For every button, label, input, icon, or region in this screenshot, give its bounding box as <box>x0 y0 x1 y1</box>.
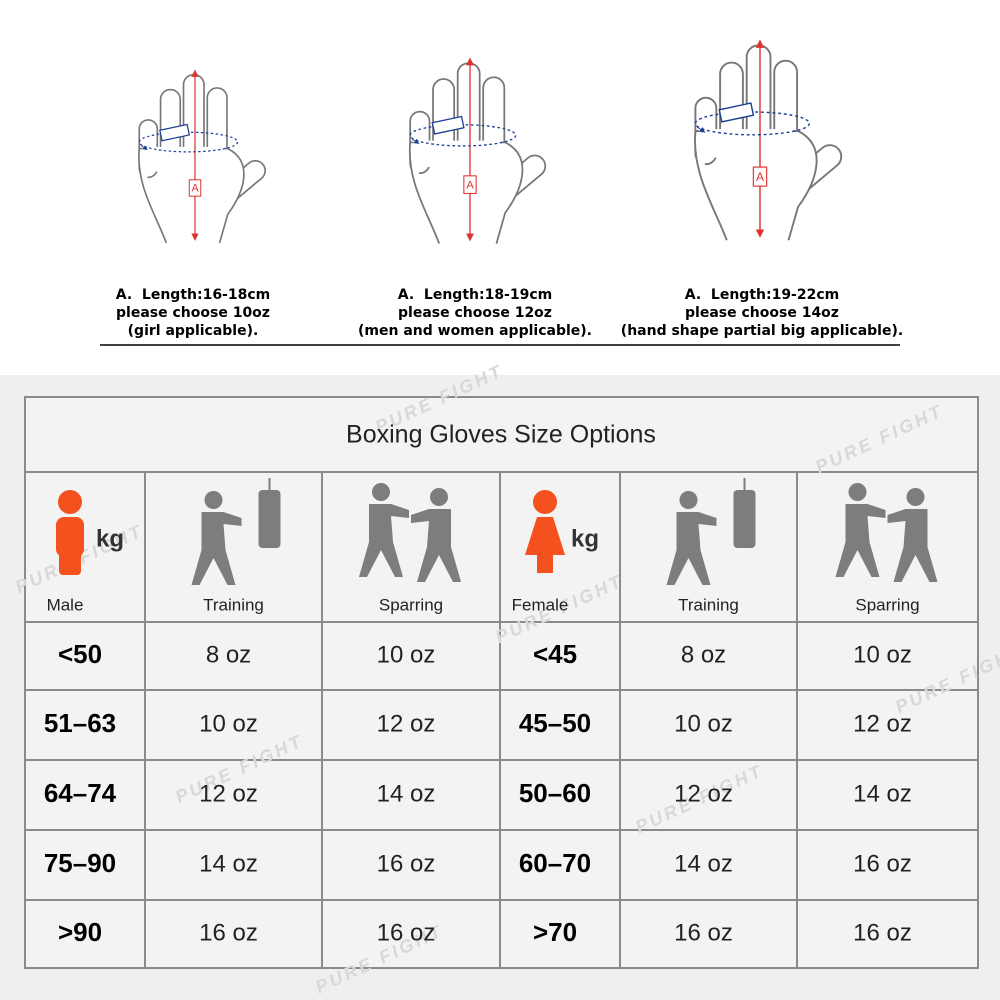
hand-caption: please choose 10oz <box>116 305 270 321</box>
hand-caption: please choose 12oz <box>398 305 552 321</box>
palm-fill <box>142 146 225 172</box>
glove-size: 14 oz <box>199 850 258 877</box>
person-icon <box>525 517 565 555</box>
glove-size: 16 oz <box>377 919 436 946</box>
glove-size: 10 oz <box>674 710 733 737</box>
glove-size: 12 oz <box>199 780 258 807</box>
glove-size: 16 oz <box>853 850 912 877</box>
tape <box>718 102 755 123</box>
person-icon <box>59 545 81 575</box>
column-header: Training <box>678 595 739 614</box>
weight-range: 50–60 <box>519 778 591 808</box>
glove-size: 10 oz <box>199 710 258 737</box>
icon-part <box>430 488 448 506</box>
person-icon <box>533 490 557 514</box>
glove-size: 14 oz <box>377 780 436 807</box>
weight-range: <50 <box>58 639 102 669</box>
glove-size: 12 oz <box>377 710 436 737</box>
column-header: Sparring <box>379 595 443 614</box>
icon-part <box>679 491 698 509</box>
punching-bag <box>733 490 756 548</box>
glove-size: 10 oz <box>853 641 912 668</box>
palm-fill <box>413 140 502 168</box>
glove-size: 8 oz <box>206 641 251 668</box>
glove-size: 14 oz <box>674 850 733 877</box>
marker-box <box>752 166 768 187</box>
marker-label: A <box>466 180 474 192</box>
hand-caption: A. Length:18-19cm <box>398 287 553 303</box>
person-icon <box>58 490 82 514</box>
icon-part <box>887 509 938 582</box>
weight-range: >90 <box>58 917 102 947</box>
circumference-arrow <box>697 126 706 133</box>
header-icon <box>666 478 756 585</box>
marker-box <box>188 179 202 197</box>
hand-caption: A. Length:16-18cm <box>116 287 271 303</box>
icon-part <box>848 483 867 501</box>
person-icon <box>537 553 553 573</box>
circumference-arrow <box>411 138 420 144</box>
hand-diagram: A <box>408 57 547 244</box>
icon-part <box>835 504 886 577</box>
header-icon <box>835 483 938 582</box>
marker-label: A <box>191 183 199 195</box>
marker-label: A <box>756 170 765 184</box>
hand-caption: please choose 14oz <box>685 305 839 321</box>
column-header: Male <box>47 595 84 614</box>
hand-caption: (hand shape partial big applicable). <box>621 323 903 339</box>
header-icon <box>191 478 281 585</box>
weight-range: >70 <box>533 917 577 947</box>
tape <box>159 123 191 142</box>
icon-part <box>359 504 409 577</box>
weight-range: <45 <box>533 639 577 669</box>
tape <box>431 115 465 135</box>
column-header: Female <box>512 595 569 614</box>
glove-size: 12 oz <box>674 780 733 807</box>
icon-part <box>906 488 925 506</box>
icon-part <box>372 483 390 501</box>
circumference-arrow <box>140 144 148 150</box>
icon-part <box>411 509 461 582</box>
icon-part <box>204 491 223 509</box>
weight-range: 51–63 <box>44 708 116 738</box>
glove-size: 10 oz <box>377 641 436 668</box>
glove-size: 16 oz <box>853 919 912 946</box>
punching-bag <box>258 490 281 548</box>
icon-part <box>191 512 242 585</box>
weight-range: 75–90 <box>44 848 116 878</box>
header-icon <box>56 490 84 575</box>
weight-range: 45–50 <box>519 708 591 738</box>
glove-size: 16 oz <box>199 919 258 946</box>
weight-range: 64–74 <box>44 778 117 808</box>
header-icon <box>359 483 461 582</box>
header-icon <box>525 490 565 573</box>
icon-part <box>666 512 717 585</box>
marker-box <box>463 175 477 194</box>
glove-size: 8 oz <box>681 641 726 668</box>
table-title: Boxing Gloves Size Options <box>346 421 656 449</box>
hand-diagram: A <box>138 69 266 244</box>
hand-caption: (girl applicable). <box>128 323 259 339</box>
unit-label: kg <box>96 525 124 552</box>
hand-diagram: A <box>694 39 843 241</box>
glove-size: 12 oz <box>853 710 912 737</box>
unit-label: kg <box>571 525 599 552</box>
hand-caption: (men and women applicable). <box>358 323 592 339</box>
column-header: Training <box>203 595 264 614</box>
glove-size: 16 oz <box>377 850 436 877</box>
weight-range: 60–70 <box>519 848 591 878</box>
column-header: Sparring <box>855 595 919 614</box>
table <box>24 396 979 969</box>
hand-caption: A. Length:19-22cm <box>685 287 840 303</box>
palm-fill <box>699 129 795 158</box>
glove-size: 14 oz <box>853 780 912 807</box>
glove-size: 16 oz <box>674 919 733 946</box>
